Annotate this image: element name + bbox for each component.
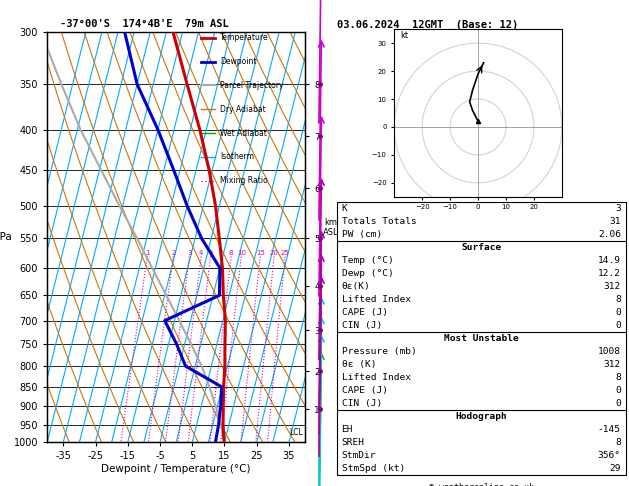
Text: 1008: 1008 [598,347,621,356]
Text: CIN (J): CIN (J) [342,399,382,408]
Text: Temp (°C): Temp (°C) [342,256,393,265]
Text: CAPE (J): CAPE (J) [342,386,387,395]
Text: 312: 312 [604,282,621,291]
Text: 312: 312 [604,360,621,369]
Text: Dewp (°C): Dewp (°C) [342,269,393,278]
Text: CAPE (J): CAPE (J) [342,308,387,317]
Text: 25: 25 [281,250,289,257]
Text: -37°00'S  174°4B'E  79m ASL: -37°00'S 174°4B'E 79m ASL [60,19,229,30]
Text: 3: 3 [615,204,621,213]
Text: 0: 0 [615,321,621,330]
Text: 03.06.2024  12GMT  (Base: 12): 03.06.2024 12GMT (Base: 12) [337,20,518,31]
Text: CIN (J): CIN (J) [342,321,382,330]
Y-axis label: km
ASL: km ASL [323,218,339,237]
Text: 0: 0 [615,308,621,317]
Text: Mixing Ratio: Mixing Ratio [220,176,268,185]
Text: Totals Totals: Totals Totals [342,217,416,226]
Text: 3: 3 [187,250,192,257]
Text: 15: 15 [256,250,265,257]
Text: Most Unstable: Most Unstable [444,334,518,343]
Text: 1: 1 [145,250,150,257]
Text: 5: 5 [208,250,213,257]
Text: 31: 31 [610,217,621,226]
Text: Pressure (mb): Pressure (mb) [342,347,416,356]
Text: kt: kt [400,31,408,39]
Text: SREH: SREH [342,438,365,447]
Text: 8: 8 [615,438,621,447]
Text: 2.06: 2.06 [598,230,621,239]
Text: Temperature: Temperature [220,33,269,42]
Text: 0: 0 [615,386,621,395]
Text: Lifted Index: Lifted Index [342,295,411,304]
Text: 10: 10 [237,250,246,257]
Text: 8: 8 [615,373,621,382]
Text: Wet Adiabat: Wet Adiabat [220,128,267,138]
Text: -145: -145 [598,425,621,434]
Text: 4: 4 [199,250,203,257]
X-axis label: Dewpoint / Temperature (°C): Dewpoint / Temperature (°C) [101,464,251,474]
Text: 8: 8 [615,295,621,304]
Text: θε(K): θε(K) [342,282,370,291]
Text: 356°: 356° [598,451,621,460]
Text: Lifted Index: Lifted Index [342,373,411,382]
Text: K: K [342,204,347,213]
Text: 0: 0 [615,399,621,408]
Text: EH: EH [342,425,353,434]
Text: 8: 8 [229,250,233,257]
Text: Hodograph: Hodograph [455,412,507,421]
Y-axis label: hPa: hPa [0,232,12,242]
Text: PW (cm): PW (cm) [342,230,382,239]
Text: LCL: LCL [290,428,303,437]
Text: © weatheronline.co.uk: © weatheronline.co.uk [429,483,533,486]
Text: Dry Adiabat: Dry Adiabat [220,104,265,114]
Text: Isotherm: Isotherm [220,152,254,161]
Text: Surface: Surface [461,243,501,252]
Text: 2: 2 [171,250,175,257]
Text: 20: 20 [270,250,279,257]
Text: 12.2: 12.2 [598,269,621,278]
Text: StmSpd (kt): StmSpd (kt) [342,464,405,473]
Text: Dewpoint: Dewpoint [220,57,257,66]
Text: 29: 29 [610,464,621,473]
Text: Parcel Trajectory: Parcel Trajectory [220,81,284,90]
Text: 14.9: 14.9 [598,256,621,265]
Text: StmDir: StmDir [342,451,376,460]
Text: θε (K): θε (K) [342,360,376,369]
